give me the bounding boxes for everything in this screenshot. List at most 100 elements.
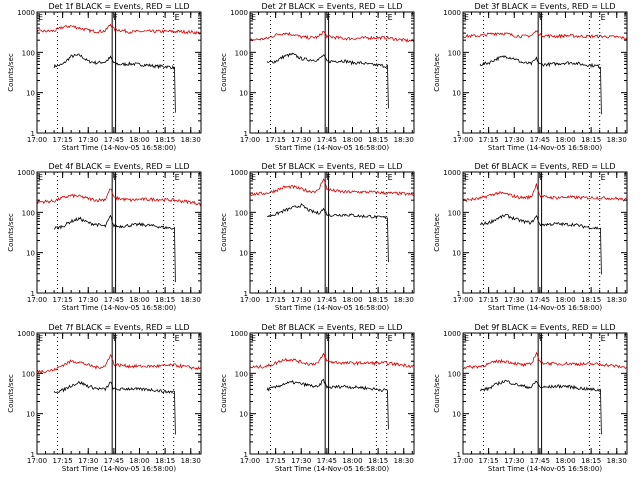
- y-tick-label: 10: [239, 250, 248, 258]
- y-axis-label: Counts/sec: [220, 213, 228, 252]
- event-marker-label: E: [464, 173, 469, 182]
- panel-title: Det 3f BLACK = Events, RED = LLD: [474, 2, 615, 11]
- x-tick-label: 17:30: [504, 296, 524, 304]
- series-lld: [249, 30, 415, 43]
- x-tick-label: 18:00: [555, 136, 575, 144]
- event-marker-label: E: [464, 13, 469, 22]
- y-tick-label: 1: [244, 130, 248, 138]
- y-tick-label: 1: [244, 290, 248, 298]
- x-tick-label: 17:45: [317, 296, 337, 304]
- series-events: [53, 214, 176, 283]
- y-tick-label: 100: [448, 370, 461, 378]
- panel-title: Det 4f BLACK = Events, RED = LLD: [48, 162, 189, 171]
- x-tick-label: 18:15: [368, 296, 388, 304]
- y-tick-label: 100: [22, 49, 35, 57]
- plot-frame: [249, 332, 415, 455]
- event-marker-label: E: [175, 13, 180, 22]
- x-tick-label: 17:00: [240, 136, 260, 144]
- x-tick-label: 17:45: [317, 457, 337, 465]
- x-tick-label: 18:30: [181, 296, 201, 304]
- panel-det-4: Det 4f BLACK = Events, RED = LLDEFE11010…: [7, 162, 202, 312]
- x-tick-label: 18:15: [368, 457, 388, 465]
- x-tick-label: 17:00: [27, 457, 47, 465]
- x-axis-label: Start Time (14-Nov-05 16:58:00): [62, 465, 176, 473]
- x-tick-label: 17:45: [104, 136, 124, 144]
- series-events: [266, 202, 389, 263]
- x-tick-label: 17:15: [479, 136, 499, 144]
- plot-frame: [249, 171, 415, 294]
- panel-title: Det 6f BLACK = Events, RED = LLD: [474, 162, 615, 171]
- series-events: [479, 55, 602, 115]
- x-tick-label: 17:15: [266, 457, 286, 465]
- x-tick-label: 18:15: [581, 457, 601, 465]
- x-tick-label: 17:00: [240, 296, 260, 304]
- x-tick-label: 17:00: [453, 136, 473, 144]
- x-tick-label: 17:15: [479, 296, 499, 304]
- plot-frame: [36, 11, 202, 134]
- event-marker-label: E: [601, 334, 606, 343]
- x-axis-label: Start Time (14-Nov-05 16:58:00): [275, 144, 389, 152]
- series-lld: [249, 178, 415, 197]
- y-tick-label: 1: [31, 130, 35, 138]
- y-tick-label: 10: [239, 411, 248, 419]
- x-tick-label: 17:15: [53, 457, 73, 465]
- x-tick-label: 17:30: [78, 296, 98, 304]
- y-tick-label: 10: [26, 250, 35, 258]
- y-axis-label: Counts/sec: [433, 53, 441, 92]
- y-tick-label: 100: [22, 370, 35, 378]
- x-tick-label: 17:45: [317, 136, 337, 144]
- event-marker-label: E: [388, 334, 393, 343]
- panel-title: Det 7f BLACK = Events, RED = LLD: [48, 323, 189, 332]
- y-tick-label: 1000: [230, 169, 248, 177]
- y-tick-label: 10: [26, 411, 35, 419]
- panel-title: Det 8f BLACK = Events, RED = LLD: [261, 323, 402, 332]
- y-axis-label: Counts/sec: [7, 53, 15, 92]
- x-tick-label: 17:00: [27, 296, 47, 304]
- y-axis-label: Counts/sec: [7, 213, 15, 252]
- event-marker-label: E: [388, 173, 393, 182]
- panel-det-7: Det 7f BLACK = Events, RED = LLDEFE11010…: [7, 323, 202, 473]
- x-tick-label: 18:00: [129, 457, 149, 465]
- series-events: [266, 378, 389, 430]
- y-tick-label: 10: [452, 411, 461, 419]
- x-tick-label: 18:15: [581, 136, 601, 144]
- x-tick-label: 17:15: [53, 296, 73, 304]
- x-tick-label: 18:30: [607, 457, 627, 465]
- plot-frame: [462, 11, 628, 134]
- y-axis-label: Counts/sec: [433, 374, 441, 413]
- y-tick-label: 1: [244, 451, 248, 459]
- x-tick-label: 17:45: [530, 296, 550, 304]
- y-axis-label: Counts/sec: [220, 53, 228, 92]
- panel-title: Det 2f BLACK = Events, RED = LLD: [261, 2, 402, 11]
- x-tick-label: 18:30: [181, 457, 201, 465]
- x-tick-label: 17:15: [53, 136, 73, 144]
- y-tick-label: 1000: [443, 9, 461, 17]
- x-tick-label: 17:15: [479, 457, 499, 465]
- x-tick-label: 17:30: [291, 296, 311, 304]
- x-tick-label: 18:30: [394, 296, 414, 304]
- x-tick-label: 18:00: [342, 136, 362, 144]
- x-tick-label: 18:30: [394, 457, 414, 465]
- panel-det-5: Det 5f BLACK = Events, RED = LLDEFE11010…: [220, 162, 415, 312]
- event-marker-label: E: [251, 334, 256, 343]
- series-lld: [249, 352, 415, 369]
- series-lld: [36, 188, 202, 207]
- y-tick-label: 100: [235, 370, 248, 378]
- x-tick-label: 18:00: [555, 296, 575, 304]
- series-events: [266, 52, 389, 109]
- y-tick-label: 1: [457, 130, 461, 138]
- panel-title: Det 9f BLACK = Events, RED = LLD: [474, 323, 615, 332]
- y-tick-label: 1000: [17, 169, 35, 177]
- panel-det-1: Det 1f BLACK = Events, RED = LLDEFE11010…: [7, 2, 202, 152]
- series-lld: [462, 30, 628, 41]
- x-tick-label: 17:15: [266, 296, 286, 304]
- x-tick-label: 18:00: [342, 457, 362, 465]
- series-events: [53, 53, 176, 113]
- x-tick-label: 17:00: [453, 457, 473, 465]
- y-tick-label: 100: [448, 209, 461, 217]
- event-marker-label: E: [601, 173, 606, 182]
- x-axis-label: Start Time (14-Nov-05 16:58:00): [275, 304, 389, 312]
- y-axis-label: Counts/sec: [7, 374, 15, 413]
